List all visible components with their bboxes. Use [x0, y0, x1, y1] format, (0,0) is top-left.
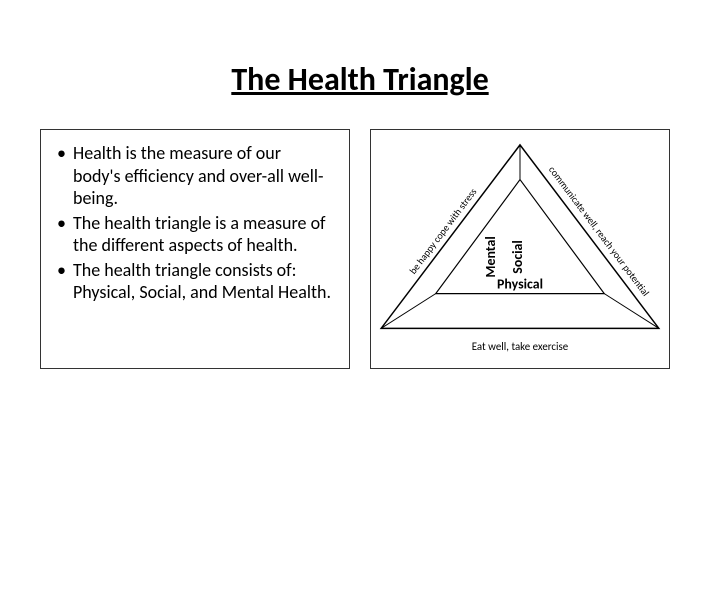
- content-row: Health is the measure of our body's effi…: [0, 129, 720, 369]
- inner-label-bottom: Physical: [497, 276, 543, 293]
- bullet-list: Health is the measure of our body's effi…: [53, 142, 331, 304]
- inner-label-left: Mental: [482, 236, 499, 277]
- list-item: Health is the measure of our body's effi…: [53, 142, 331, 210]
- bullet-text-box: Health is the measure of our body's effi…: [40, 129, 350, 369]
- inner-label-right: Social: [509, 240, 526, 274]
- triangle-svg: Mental Social Physical be happy cope wit…: [371, 130, 669, 368]
- list-item: The health triangle is a measure of the …: [53, 212, 331, 257]
- page-title: The Health Triangle: [0, 60, 720, 99]
- triangle-diagram: Mental Social Physical be happy cope wit…: [370, 129, 670, 369]
- outer-label-bottom: Eat well, take exercise: [472, 340, 569, 353]
- list-item: The health triangle consists of: Physica…: [53, 259, 331, 304]
